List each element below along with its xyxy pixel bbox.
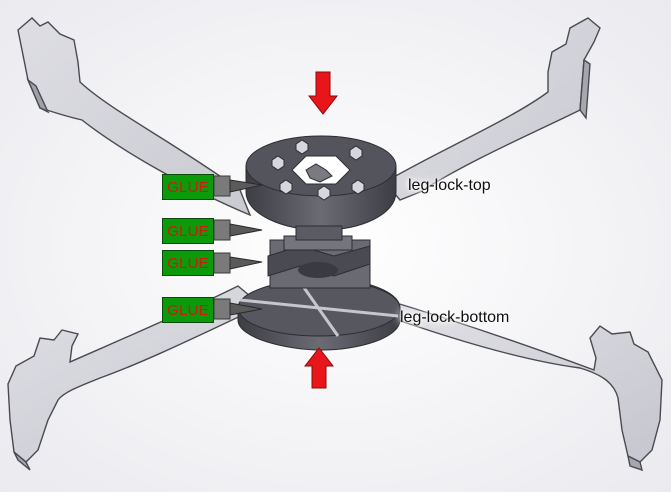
glue-nozzle-1 <box>213 175 263 197</box>
glue-tag: GLUE <box>162 297 214 323</box>
glue-tag: GLUE <box>162 250 214 276</box>
glue-nozzle-4 <box>213 298 263 320</box>
hub-stack <box>237 135 401 351</box>
press-arrow-up <box>303 347 335 389</box>
arm-top-left <box>17 17 252 217</box>
glue-tag: GLUE <box>162 174 214 200</box>
glue-nozzle-2 <box>213 219 263 241</box>
glue-nozzle-3 <box>213 252 263 274</box>
arm-bottom-right <box>378 296 663 472</box>
leg-lock-bottom-label: leg-lock-bottom <box>400 309 510 326</box>
arm-top-right <box>383 17 601 201</box>
arm-bottom-left <box>7 285 264 471</box>
glue-tag: GLUE <box>162 218 214 244</box>
press-arrow-down <box>307 71 339 115</box>
leg-lock-top-label: leg-lock-top <box>408 177 491 194</box>
